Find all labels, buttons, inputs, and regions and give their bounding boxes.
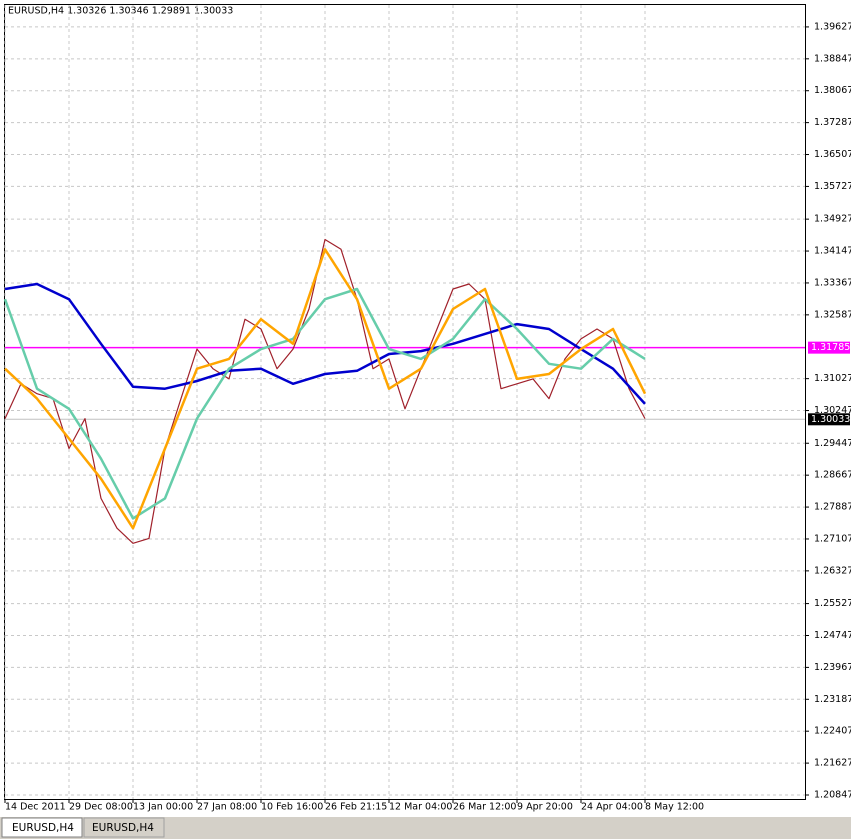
plot-frame <box>4 4 806 800</box>
y-tick-label: 1.26327 <box>814 565 851 576</box>
y-tick-label: 1.21627 <box>814 758 851 769</box>
x-tick-label: 29 Dec 08:00 <box>69 802 133 813</box>
y-tick-label: 1.31027 <box>814 373 851 384</box>
price-label-box <box>808 341 850 354</box>
price-label-box <box>808 413 850 426</box>
tab[interactable] <box>83 817 165 838</box>
x-tick-label: 9 Apr 20:00 <box>517 802 573 813</box>
price-label: 1.30033 <box>811 414 850 425</box>
tab-bar <box>0 817 851 839</box>
x-tick-label: 24 Apr 04:00 <box>581 802 643 813</box>
y-tick-label: 1.35727 <box>814 181 851 192</box>
y-tick-label: 1.24747 <box>814 630 851 641</box>
series-line <box>4 282 646 405</box>
y-tick-label: 1.23967 <box>814 662 851 673</box>
x-tick-label: 10 Feb 16:00 <box>261 802 323 813</box>
y-tick-label: 1.23187 <box>814 694 851 705</box>
y-tick-label: 1.36507 <box>814 149 851 160</box>
x-tick-label: 27 Jan 08:00 <box>197 802 257 813</box>
y-tick-label: 1.33367 <box>814 277 851 288</box>
x-tick-label: 26 Mar 12:00 <box>453 802 516 813</box>
y-tick-label: 1.39627 <box>814 21 851 32</box>
y-tick-label: 1.38067 <box>814 85 851 96</box>
y-tick-label: 1.34927 <box>814 214 851 225</box>
series-line <box>3 287 646 520</box>
chart-title: EURUSD,H4 1.30326 1.30346 1.29891 1.3003… <box>8 6 233 17</box>
series-line <box>4 248 647 530</box>
y-tick-label: 1.28667 <box>814 470 851 481</box>
y-tick-label: 1.29447 <box>814 438 851 449</box>
y-tick-label: 1.34147 <box>814 246 851 257</box>
price-label: 1.31785 <box>811 342 850 353</box>
tab-active[interactable] <box>1 817 83 838</box>
series-line <box>4 238 646 544</box>
tab-label[interactable]: EURUSD,H4 <box>12 822 74 834</box>
y-tick-label: 1.30247 <box>814 405 851 416</box>
x-tick-label: 14 Dec 2011 <box>5 802 66 813</box>
x-tick-label: 13 Jan 00:00 <box>133 802 193 813</box>
y-tick-label: 1.38847 <box>814 53 851 64</box>
y-tick-label: 1.27107 <box>814 533 851 544</box>
y-tick-label: 1.37287 <box>814 117 851 128</box>
x-tick-label: 8 May 12:00 <box>645 802 704 813</box>
y-tick-label: 1.20847 <box>814 789 851 800</box>
y-tick-label: 1.32587 <box>814 309 851 320</box>
y-tick-label: 1.27887 <box>814 502 851 513</box>
y-tick-label: 1.22407 <box>814 726 851 737</box>
x-tick-label: 12 Mar 04:00 <box>389 802 452 813</box>
tab-label[interactable]: EURUSD,H4 <box>92 822 154 834</box>
y-tick-label: 1.25527 <box>814 598 851 609</box>
x-tick-label: 26 Feb 21:15 <box>325 802 387 813</box>
